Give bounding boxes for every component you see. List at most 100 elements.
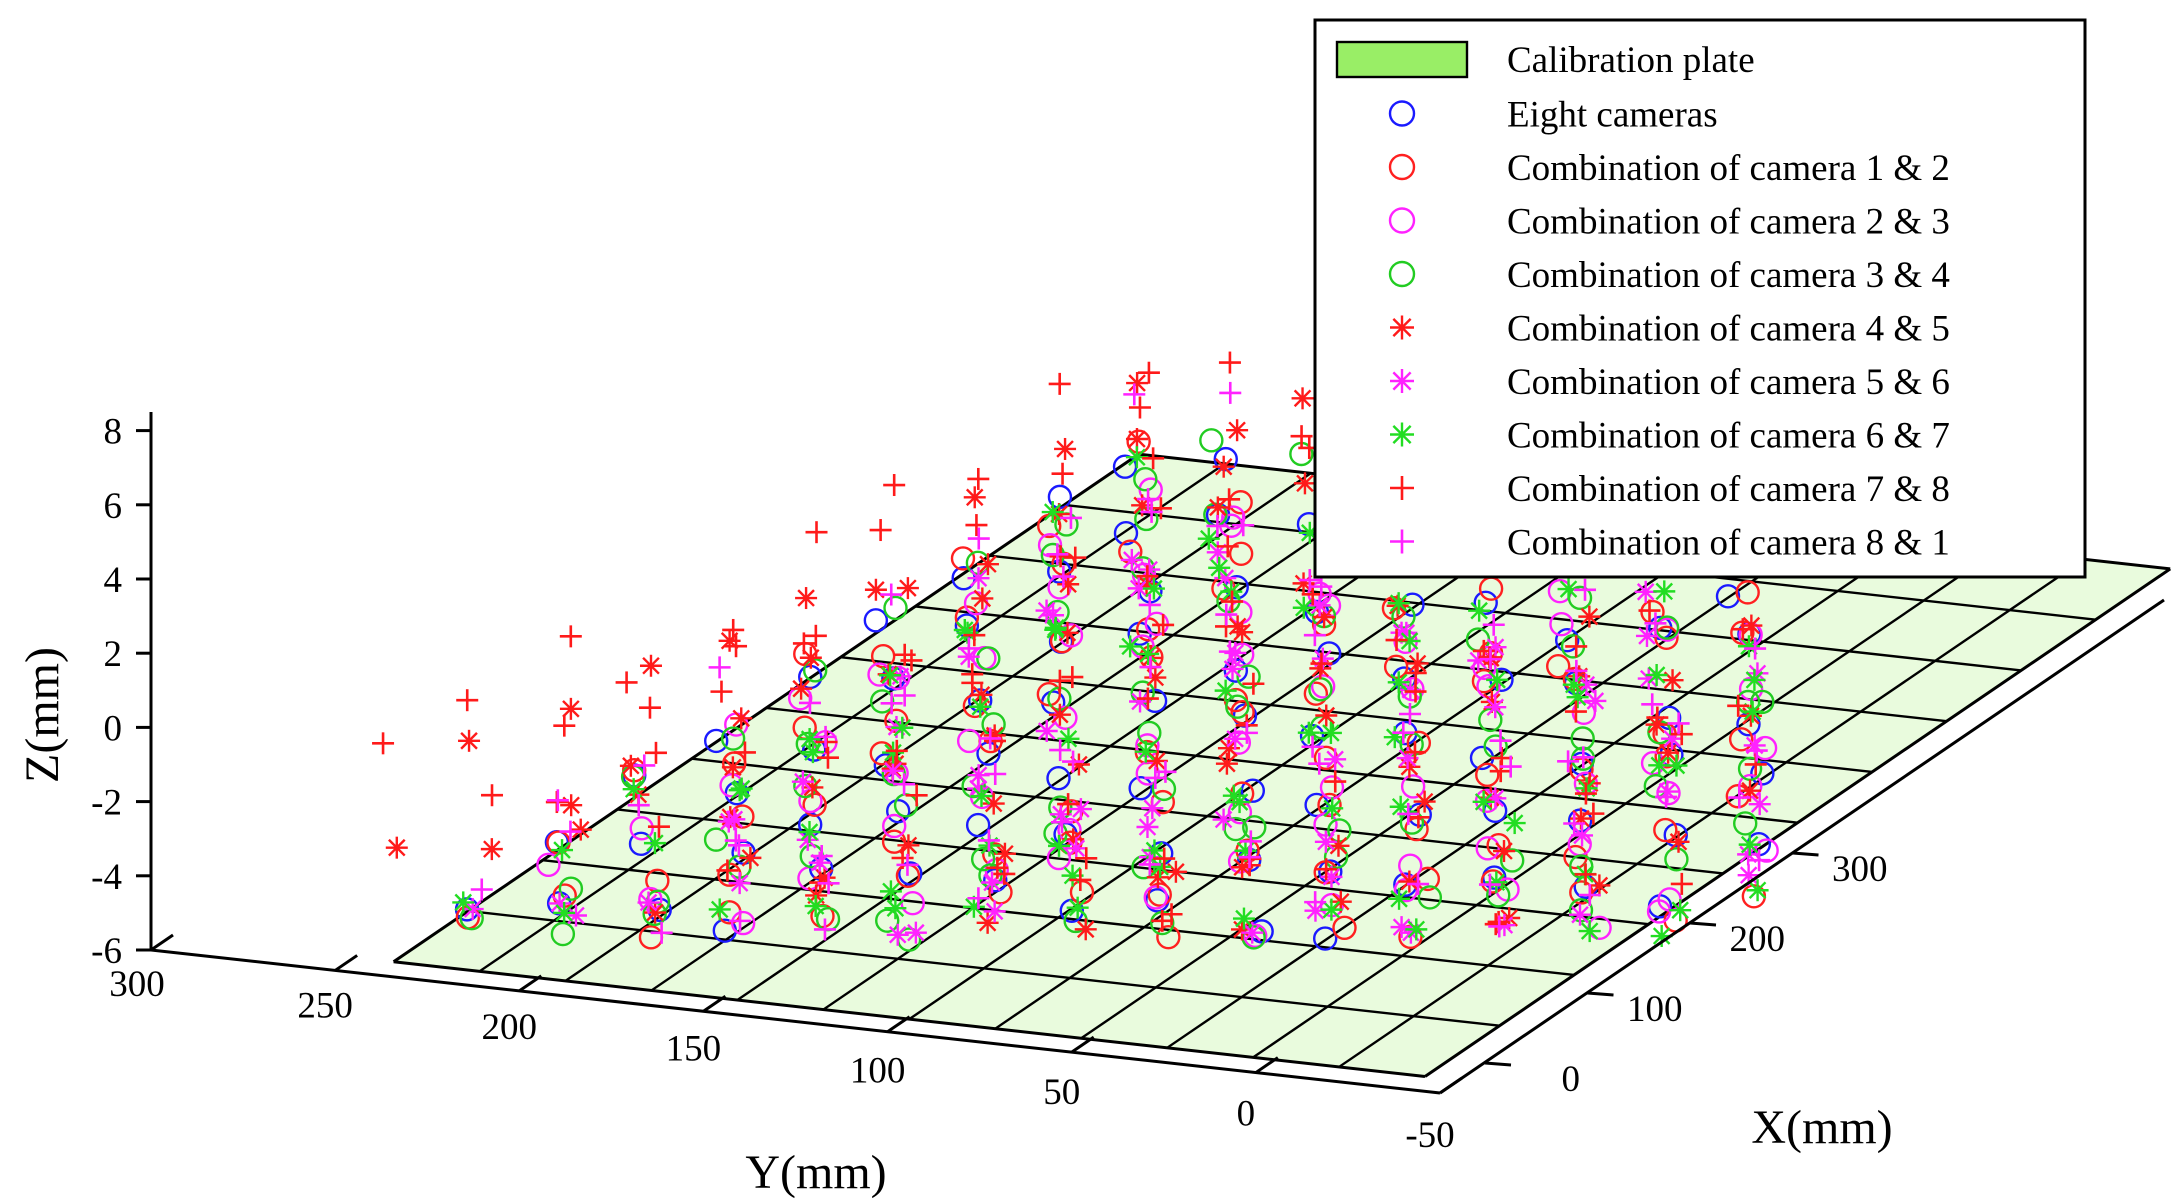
- point-s4-r8-c0: [1054, 437, 1077, 460]
- point-s3-r9-c1: [1199, 428, 1224, 453]
- point-s6-r5-c8-d2: [1474, 793, 1493, 811]
- point-s4-r2-c12-d2: [1590, 876, 1609, 895]
- point-s7-r6-c2: [1049, 545, 1072, 568]
- point-s8-r7-c2: [1140, 500, 1163, 523]
- point-s4-r3-c0: [639, 654, 662, 677]
- point-s4-r9-c0: [1126, 372, 1149, 395]
- point-s6-r2-c4-d2: [886, 899, 905, 917]
- point-s5-r4-c8-d2: [1392, 918, 1411, 936]
- point-s4-r1-c6: [993, 842, 1016, 865]
- point-s1-r4-c12: [1741, 884, 1767, 909]
- point-s7-r5-c10: [1646, 706, 1669, 729]
- point-s6-r6-c3: [1137, 642, 1160, 665]
- point-s3-r6-c1: [976, 646, 1001, 671]
- point-s6-r9-c1: [1197, 527, 1220, 550]
- point-s8-r5-c10: [1667, 712, 1690, 735]
- point-s5-r6-c10-d2: [1750, 795, 1769, 813]
- point-s6-r5-c6-d2: [1322, 724, 1340, 742]
- point-s8-r6-c6: [1398, 702, 1421, 725]
- point-s6-r7-c1-d2: [1046, 621, 1065, 639]
- point-s4-r3-c5: [1067, 753, 1090, 776]
- point-s5-r6-c8: [1584, 689, 1607, 712]
- point-s8-r4-c4: [1050, 811, 1073, 834]
- y-axis-title: Y(mm): [745, 1146, 886, 1199]
- point-s4-r2-c3: [801, 776, 824, 799]
- point-s5-r6-c2: [1035, 720, 1058, 743]
- point-s8-r6-c0: [880, 583, 903, 606]
- point-s6-r8-c6-d2: [1559, 580, 1578, 598]
- point-s7-r2-c4: [885, 739, 908, 762]
- point-s3-r1-c1: [550, 921, 576, 947]
- point-s7-r3-c12: [1670, 872, 1693, 895]
- series-7: [372, 351, 1767, 936]
- point-s5-r5-c10: [1656, 780, 1679, 803]
- point-s4-r6-c9-d2: [1663, 671, 1682, 689]
- plate-grid-line-x-0: [393, 960, 1426, 1078]
- point-s7-r1-c4: [816, 746, 839, 769]
- point-s0-r2-c6: [1059, 898, 1084, 923]
- point-s7-r4-c4: [1061, 666, 1084, 689]
- point-s8-r4-c3: [984, 763, 1007, 785]
- point-s6-r6-c9-d2: [1650, 756, 1669, 775]
- point-s5-r5-c0: [791, 770, 814, 793]
- x-tick-label-0: 0: [1562, 1059, 1581, 1100]
- point-s5-r4-c6-d2: [1214, 810, 1233, 829]
- point-s7-r2-c11: [1484, 913, 1507, 936]
- point-s4-r8-c1-d2: [1128, 430, 1146, 448]
- point-s7-r0-c0: [372, 732, 395, 755]
- point-s8-r8-c6: [1574, 578, 1597, 601]
- point-s7-r2-c1: [638, 696, 661, 719]
- point-s0-r2-c5: [983, 868, 1008, 893]
- point-s4-r0-c7-d2: [978, 914, 997, 932]
- point-s5-r5-c9-d2: [1573, 826, 1591, 845]
- legend-marker-5: [1390, 369, 1414, 393]
- y-tick-6: [1255, 1056, 1279, 1074]
- point-s8-r8-c2: [1206, 514, 1229, 537]
- point-s3-r2-c4: [875, 908, 900, 933]
- x-tick-label-3: 300: [1832, 849, 1888, 890]
- point-s4-r2-c7-d2: [1149, 868, 1167, 887]
- point-s4-r4-c7-d2: [1317, 706, 1336, 725]
- point-s4-r6-c1-d2: [979, 555, 997, 573]
- point-s6-r3-c3-d2: [882, 882, 900, 901]
- point-s5-r5-c6-d2: [1317, 833, 1335, 851]
- z-tick-label-3: 2: [104, 634, 123, 675]
- point-s8-r9-c1: [1219, 381, 1242, 404]
- point-s6-r7-c5-d2: [1400, 632, 1419, 650]
- point-s7-r2-c10: [1407, 806, 1430, 829]
- point-s5-r2-c5-d2: [985, 902, 1004, 921]
- point-s8-r4-c8: [1397, 802, 1420, 825]
- y-tick-2: [518, 974, 543, 993]
- legend-label-5: Combination of camera 5 & 6: [1507, 362, 1950, 403]
- point-s4-r3-c1-d2: [732, 709, 751, 728]
- point-s5-r5-c0-d2: [794, 772, 812, 791]
- point-s8-r4-c7: [1301, 735, 1324, 758]
- point-s4-r7-c0-d2: [965, 488, 984, 507]
- point-s5-r6-c4: [1221, 657, 1244, 680]
- point-s5-r4-c0: [717, 810, 740, 833]
- point-s4-r1-c5: [897, 834, 920, 857]
- legend-label-7: Combination of camera 7 & 8: [1507, 469, 1950, 510]
- point-s8-r4-c10: [1572, 746, 1595, 769]
- point-s8-r6-c2: [1052, 565, 1075, 588]
- point-s1-r5-c8: [1475, 762, 1500, 788]
- point-s6-r3-c11: [1578, 920, 1601, 943]
- point-s8-r4-c9: [1499, 755, 1522, 778]
- point-s1-r5-c3: [1036, 682, 1062, 707]
- point-s4-r8-c3: [1293, 472, 1316, 495]
- point-s6-r3-c9-d2: [1390, 890, 1408, 908]
- point-s5-r7-c0-d2: [969, 569, 988, 588]
- point-s4-r2-c5-d2: [984, 794, 1003, 813]
- legend-label-3: Combination of camera 3 & 4: [1507, 255, 1950, 296]
- legend-marker-3: [1388, 260, 1416, 288]
- point-s6-r3-c0-d2: [624, 780, 643, 798]
- point-s6-r7-c6: [1468, 599, 1491, 622]
- point-s8-r7-c9: [1744, 637, 1767, 660]
- legend: Calibration plate Eight cameras Combinatio…: [1313, 18, 2087, 579]
- point-s7-r2-c2: [710, 680, 733, 703]
- z-tick-label-4: 0: [104, 708, 123, 749]
- point-s7-r5-c11: [1727, 694, 1750, 717]
- point-s6-r5-c0: [798, 728, 821, 751]
- point-s8-r3-c5: [1062, 750, 1085, 773]
- point-s4-r4-c7: [1315, 704, 1338, 727]
